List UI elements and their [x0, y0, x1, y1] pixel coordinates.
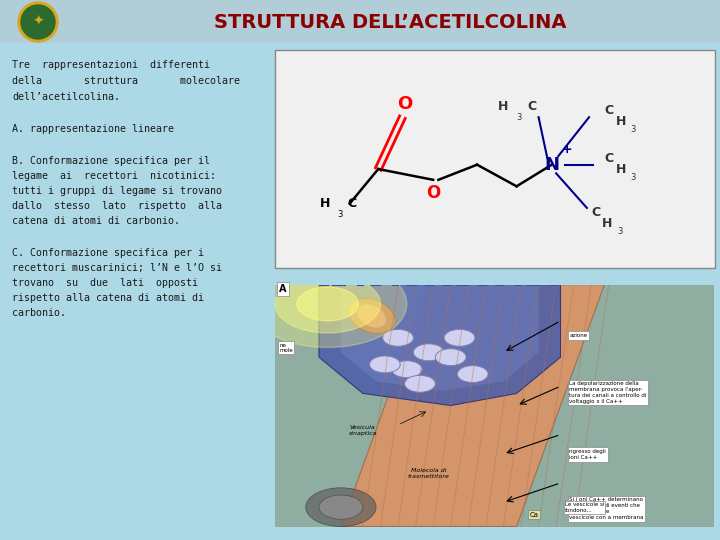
- Text: carbonio.: carbonio.: [12, 308, 66, 318]
- Ellipse shape: [357, 305, 386, 328]
- Text: 3: 3: [516, 113, 521, 122]
- Circle shape: [413, 344, 444, 361]
- Text: C: C: [605, 152, 613, 165]
- Circle shape: [405, 375, 436, 392]
- Text: ✦: ✦: [32, 15, 44, 29]
- Text: Ca: Ca: [530, 512, 539, 518]
- FancyBboxPatch shape: [275, 50, 715, 268]
- Circle shape: [436, 349, 466, 366]
- Text: C: C: [591, 206, 600, 219]
- Text: Le vescicole si
fondono...: Le vescicole si fondono...: [565, 502, 604, 513]
- Text: rispetto alla catena di atomi di: rispetto alla catena di atomi di: [12, 293, 204, 303]
- Text: STRUTTURA DELL’ACETILCOLINA: STRUTTURA DELL’ACETILCOLINA: [214, 12, 566, 31]
- Circle shape: [18, 2, 58, 42]
- Text: Vesicula
sinaptica: Vesicula sinaptica: [348, 425, 377, 436]
- Text: catena di atomi di carbonio.: catena di atomi di carbonio.: [12, 216, 180, 226]
- Text: legame  ai  recettori  nicotinici:: legame ai recettori nicotinici:: [12, 171, 216, 181]
- Text: 3: 3: [631, 125, 636, 134]
- Text: Molecola di
trasmettitore: Molecola di trasmettitore: [408, 468, 450, 479]
- Text: H: H: [602, 217, 613, 230]
- Text: 3: 3: [631, 173, 636, 182]
- Text: 3: 3: [618, 227, 623, 236]
- Text: azione: azione: [570, 333, 588, 338]
- Circle shape: [444, 329, 475, 346]
- FancyBboxPatch shape: [0, 0, 720, 43]
- Text: recettori muscarinici; l’N e l’O si: recettori muscarinici; l’N e l’O si: [12, 263, 222, 273]
- Text: C: C: [605, 104, 613, 117]
- Ellipse shape: [348, 299, 395, 334]
- Text: Si i oni Ca++ determinano
una cascata di eventi che
...fusione delle
vescicole c: Si i oni Ca++ determinano una cascata di…: [570, 497, 644, 520]
- Text: B. Conformazione specifica per il: B. Conformazione specifica per il: [12, 156, 210, 166]
- Circle shape: [392, 361, 422, 377]
- Text: trovano  su  due  lati  opposti: trovano su due lati opposti: [12, 278, 198, 288]
- Circle shape: [319, 495, 363, 519]
- Circle shape: [21, 5, 55, 39]
- Text: 3: 3: [338, 210, 343, 219]
- Text: C: C: [528, 100, 536, 113]
- Text: C: C: [348, 197, 356, 210]
- Text: La depolarizzazione della
membrana provoca l'aper-
tura dei canali a controllo d: La depolarizzazione della membrana provo…: [570, 381, 647, 404]
- Text: della       struttura       molecolare: della struttura molecolare: [12, 76, 240, 86]
- Polygon shape: [341, 285, 539, 391]
- Text: dell’acetilcolina.: dell’acetilcolina.: [12, 92, 120, 102]
- Text: tutti i gruppi di legame si trovano: tutti i gruppi di legame si trovano: [12, 186, 222, 196]
- Text: H: H: [616, 115, 626, 128]
- Text: +: +: [562, 143, 572, 156]
- Polygon shape: [341, 285, 605, 526]
- Text: A: A: [279, 284, 287, 294]
- Circle shape: [297, 287, 359, 321]
- Text: ne
mole: ne mole: [279, 342, 293, 353]
- Circle shape: [248, 260, 407, 347]
- Text: O: O: [397, 95, 413, 113]
- Circle shape: [457, 366, 488, 382]
- Circle shape: [306, 488, 376, 526]
- Text: O: O: [426, 184, 440, 202]
- Text: N: N: [544, 156, 559, 174]
- Circle shape: [369, 356, 400, 373]
- Circle shape: [275, 275, 380, 333]
- Text: ngresso degli
ioni Ca++: ngresso degli ioni Ca++: [570, 449, 606, 460]
- Text: C. Conformazione specifica per i: C. Conformazione specifica per i: [12, 248, 204, 258]
- Polygon shape: [319, 285, 560, 406]
- Text: Tre  rappresentazioni  differenti: Tre rappresentazioni differenti: [12, 60, 210, 70]
- Text: H: H: [616, 163, 626, 176]
- Text: H: H: [498, 100, 508, 113]
- FancyBboxPatch shape: [275, 285, 714, 526]
- Text: A. rappresentazione lineare: A. rappresentazione lineare: [12, 124, 174, 134]
- Circle shape: [382, 329, 413, 346]
- Text: H: H: [320, 197, 330, 210]
- Text: dallo  stesso  lato  rispetto  alla: dallo stesso lato rispetto alla: [12, 201, 222, 211]
